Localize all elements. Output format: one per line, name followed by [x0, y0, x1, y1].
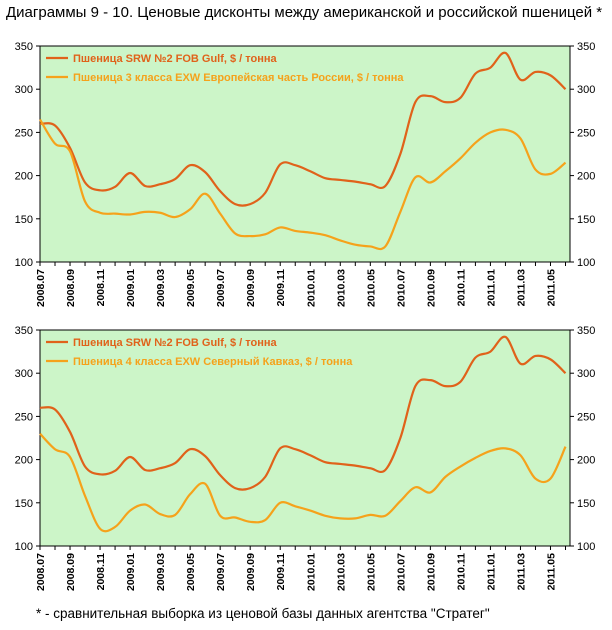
x-tick-label: 2011.03 [515, 269, 527, 307]
y-tick-label-right: 200 [577, 171, 595, 183]
y-tick-label-right: 100 [577, 257, 595, 269]
x-tick-label: 2009.03 [155, 269, 167, 307]
y-tick-label-right: 150 [577, 214, 595, 226]
y-tick-label-left: 250 [15, 127, 33, 139]
x-tick-label: 2010.05 [365, 269, 377, 307]
legend-label: Пшеница 3 класса EXW Европейская часть Р… [73, 72, 404, 84]
x-tick-label: 2010.03 [335, 269, 347, 307]
x-tick-label: 2011.01 [485, 269, 497, 307]
y-tick-label-right: 350 [577, 41, 595, 53]
y-tick-label-right: 300 [577, 84, 595, 96]
x-tick-label: 2009.09 [245, 269, 257, 307]
y-tick-label-left: 350 [15, 41, 33, 53]
series-line-2 [39, 118, 567, 251]
x-tick-label: 2011.05 [545, 269, 557, 307]
x-tick-label: 2010.07 [395, 269, 407, 307]
x-tick-label: 2009.01 [125, 269, 137, 307]
series-line-1 [39, 51, 567, 207]
footnote: * - сравнительная выборка из ценовой баз… [36, 606, 490, 621]
y-tick-label-left: 300 [15, 84, 33, 96]
x-tick-label: 2010.01 [305, 269, 317, 307]
legend-label: Пшеница SRW №2 FOB Gulf, $ / тонна [73, 53, 278, 65]
x-tick-label: 2008.07 [35, 269, 47, 307]
y-tick-label-right: 250 [577, 127, 595, 139]
x-tick-label: 2009.07 [215, 269, 227, 307]
page-title: Диаграммы 9 - 10. Ценовые дисконты между… [6, 4, 603, 21]
y-tick-label-left: 200 [15, 171, 33, 183]
x-tick-label: 2009.11 [275, 269, 287, 307]
x-tick-label: 2008.09 [65, 269, 77, 307]
x-tick-label: 2010.09 [425, 269, 437, 307]
x-tick-label: 2010.11 [455, 269, 467, 307]
x-tick-label: 2009.05 [185, 269, 197, 307]
y-tick-label-left: 150 [15, 214, 33, 226]
x-tick-label: 2008.11 [95, 269, 107, 307]
y-tick-label-left: 100 [15, 257, 33, 269]
plot-area [39, 45, 571, 263]
